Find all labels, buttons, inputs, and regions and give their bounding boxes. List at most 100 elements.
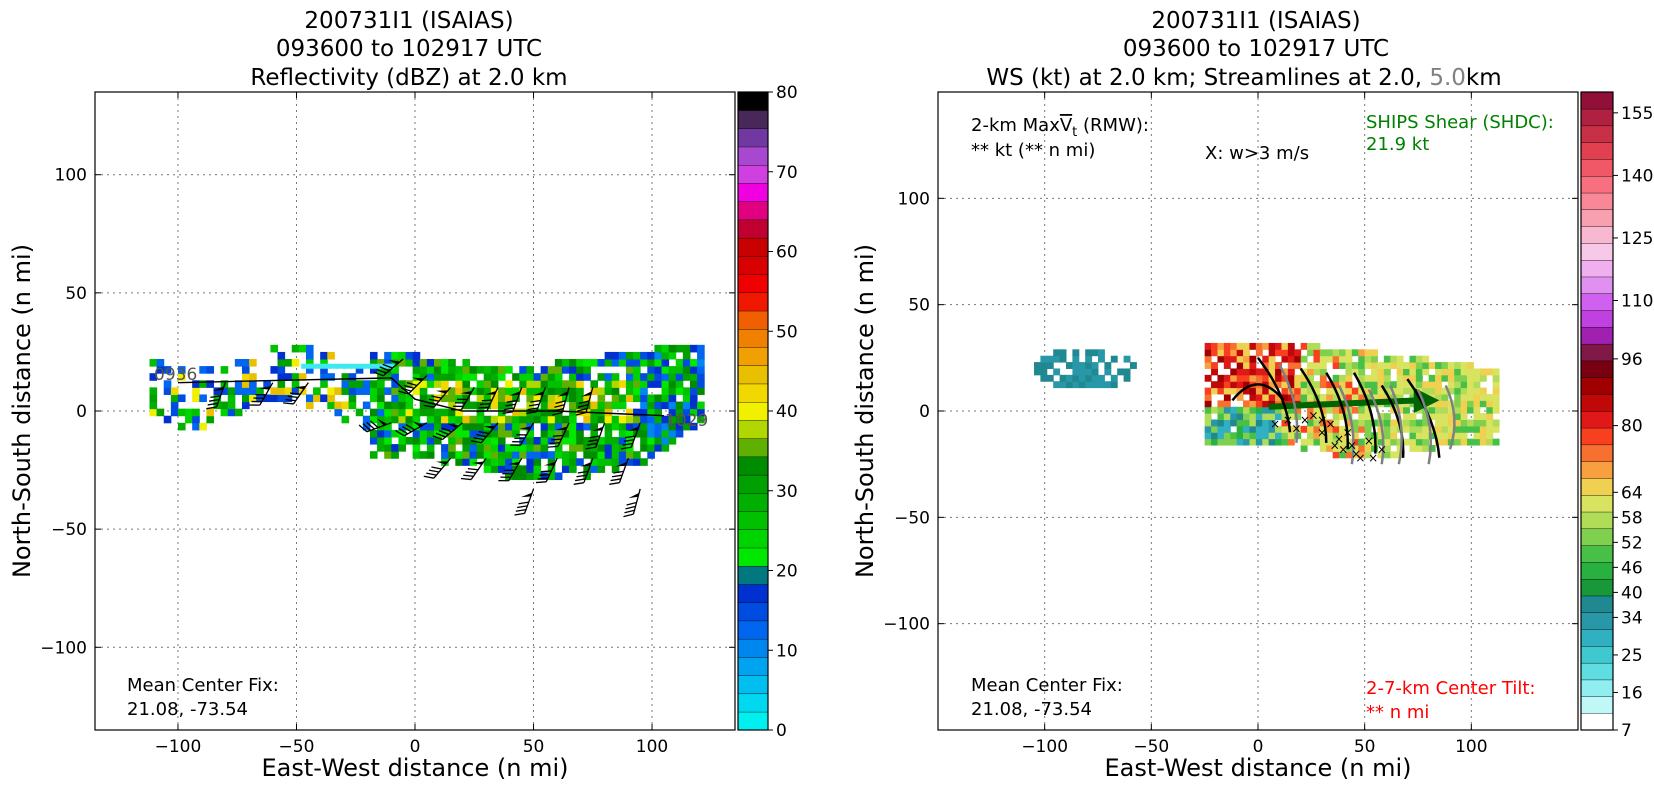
windspeed-cell (1046, 374, 1054, 382)
windspeed-cell (1091, 381, 1099, 389)
windspeed-cell (1294, 406, 1302, 414)
windspeed-cell (1377, 374, 1385, 382)
reflectivity-cell (682, 415, 691, 424)
reflectivity-cell (547, 408, 556, 417)
windspeed-cell (1409, 368, 1417, 376)
colorbar-tick-label: 64 (1621, 483, 1643, 503)
reflectivity-cell (519, 451, 527, 459)
updraft-x-marker: × (1377, 443, 1387, 457)
reflectivity-cell (220, 387, 229, 395)
reflectivity-cell (618, 351, 627, 360)
reflectivity-cell (455, 422, 463, 431)
right-x-ticks: −100 −50 0 50 100 (1021, 92, 1488, 757)
windspeed-cell (1211, 342, 1218, 350)
maxvt-v: V (1060, 115, 1073, 136)
windspeed-cell (1268, 342, 1276, 350)
reflectivity-cell (597, 373, 606, 381)
windspeed-cell (1313, 419, 1321, 427)
barb-feather (526, 411, 537, 415)
reflectivity-cell (576, 401, 584, 410)
windspeed-cell (1390, 451, 1398, 459)
windspeed-cell (1204, 425, 1212, 433)
windspeed-cell (1415, 432, 1423, 440)
windspeed-cell (1345, 381, 1353, 389)
windspeed-cell (1339, 425, 1346, 433)
windspeed-cell (1255, 413, 1263, 421)
windspeed-cell (1313, 349, 1321, 357)
windspeed-cell (1467, 419, 1474, 427)
reflectivity-cell (654, 366, 663, 374)
windspeed-cell (1383, 413, 1391, 421)
reflectivity-cell (633, 458, 641, 466)
colorbar-segment (737, 583, 769, 603)
windspeed-cell (1236, 406, 1244, 414)
barb-staff (535, 387, 546, 413)
barb-feather (481, 399, 493, 402)
barb-feather (382, 363, 393, 369)
colorbar-segment (1580, 192, 1614, 211)
windspeed-cell (1307, 387, 1314, 395)
windspeed-cell (1454, 362, 1462, 369)
windspeed-cell (1345, 355, 1353, 363)
windspeed-cell (1255, 368, 1263, 376)
reflectivity-cell (654, 373, 663, 381)
windspeed-cell (1435, 393, 1442, 401)
windspeed-cell (1415, 425, 1423, 433)
reflectivity-cell (554, 472, 563, 481)
wind-barb (373, 358, 404, 377)
windspeed-cell (1287, 413, 1295, 421)
reflectivity-cell (469, 444, 478, 452)
windspeed-cell (1409, 432, 1417, 440)
reflectivity-cell (412, 351, 421, 360)
reflectivity-cell (412, 373, 421, 381)
reflectivity-cell (512, 387, 520, 395)
windspeed-cell (1223, 413, 1231, 421)
reflectivity-cell (455, 436, 463, 445)
windspeed-cell (1454, 438, 1462, 446)
reflectivity-cell (469, 451, 478, 459)
reflectivity-cell (647, 380, 655, 388)
barb-feather (623, 513, 634, 518)
reflectivity-cell (654, 436, 663, 445)
reflectivity-cell (533, 394, 542, 403)
windspeed-cell (1230, 438, 1238, 446)
windspeed-cell (1383, 387, 1391, 395)
reflectivity-cell (369, 359, 378, 367)
reflectivity-cell (448, 373, 456, 381)
reflectivity-cell (625, 366, 634, 374)
windspeed-cell (1294, 374, 1302, 382)
reflectivity-cell (604, 422, 613, 431)
windspeed-cell (1255, 393, 1263, 401)
reflectivity-cell (448, 394, 456, 403)
reflectivity-cell (533, 472, 542, 481)
windspeed-cell (1236, 355, 1244, 363)
windspeed-cell (1371, 368, 1378, 376)
windspeed-cell (1262, 406, 1270, 414)
colorbar-tick-label: 110 (1621, 291, 1653, 311)
reflectivity-cell (554, 387, 563, 395)
reflectivity-cell (305, 344, 314, 353)
reflectivity-cell (540, 436, 549, 445)
reflectivity-cell (533, 415, 542, 424)
right-title-line3: WS (kt) at 2.0 km; Streamlines at 2.0, 5… (986, 65, 1501, 91)
windspeed-cell (1236, 419, 1244, 427)
reflectivity-cell (689, 408, 698, 417)
reflectivity-cell (455, 429, 463, 438)
windspeed-cell (1358, 387, 1366, 395)
windspeed-cell (1326, 438, 1334, 446)
windspeed-cell (1223, 387, 1231, 395)
windspeed-cell (1479, 413, 1487, 421)
reflectivity-cell (391, 366, 399, 374)
windspeed-cell (1473, 400, 1481, 408)
reflectivity-cell (526, 380, 535, 388)
reflectivity-cell (412, 387, 421, 395)
barb-feather (362, 423, 372, 431)
reflectivity-cell (462, 380, 471, 388)
reflectivity-cell (462, 458, 471, 466)
colorbar-segment (1580, 629, 1614, 647)
windspeed-cell (1326, 349, 1334, 357)
reflectivity-cell (234, 387, 243, 395)
barb-feather (398, 390, 409, 395)
reflectivity-cell (384, 422, 392, 431)
reflectivity-cell (533, 408, 542, 417)
